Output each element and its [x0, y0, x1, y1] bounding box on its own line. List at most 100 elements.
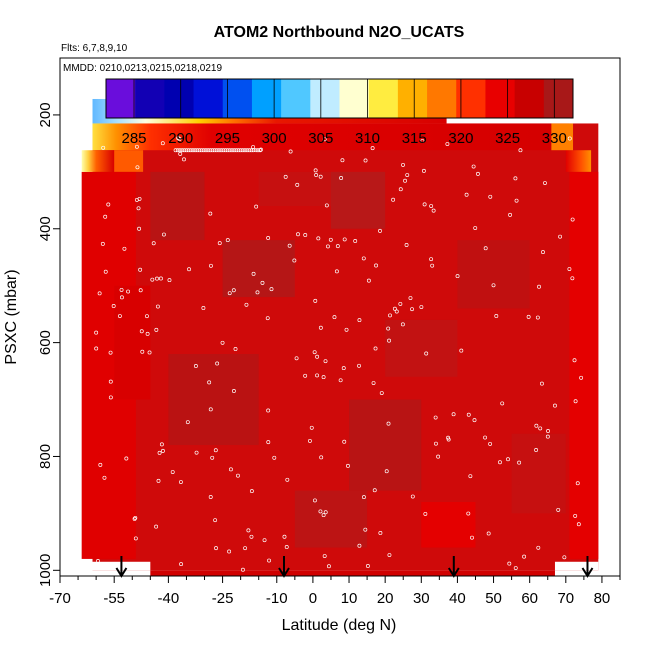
- x-tick-label: -40: [158, 590, 180, 607]
- obs-point: [312, 350, 317, 355]
- y-tick-label: 200: [37, 102, 54, 127]
- obs-point: [410, 307, 414, 312]
- colorbar-segment: [339, 79, 370, 118]
- obs-point: [227, 549, 232, 554]
- colorbar-tick-label: 325: [495, 130, 520, 147]
- obs-point: [186, 148, 191, 153]
- colorbar-tick-label: 295: [215, 130, 240, 147]
- obs-point: [94, 330, 99, 335]
- obs-point: [184, 148, 189, 153]
- obs-point: [233, 346, 238, 351]
- obs-point: [178, 480, 183, 484]
- obs-point: [421, 168, 426, 173]
- obs-point: [446, 437, 451, 442]
- obs-point: [344, 327, 349, 332]
- plot-area: [81, 98, 599, 576]
- obs-point: [491, 283, 496, 288]
- obs-point: [180, 148, 185, 153]
- obs-point: [201, 148, 206, 153]
- y-axis: 200 400 600 800 1000: [37, 102, 60, 587]
- obs-point: [266, 440, 271, 445]
- obs-point: [210, 455, 215, 460]
- obs-point: [378, 530, 383, 535]
- obs-point: [221, 148, 226, 153]
- colorbar-segment: [281, 79, 311, 118]
- obs-point: [194, 450, 199, 455]
- obs-point: [170, 470, 175, 474]
- obs-point: [575, 481, 580, 486]
- obs-point: [155, 276, 159, 281]
- obs-point: [103, 269, 108, 274]
- obs-point: [371, 381, 376, 385]
- obs-point: [212, 148, 217, 153]
- obs-point: [386, 326, 391, 331]
- obs-point: [193, 364, 198, 368]
- obs-point: [154, 327, 159, 332]
- obs-point: [342, 237, 347, 242]
- obs-point: [122, 246, 127, 251]
- x-tick-label: -10: [266, 590, 288, 607]
- obs-point: [208, 148, 213, 153]
- obs-point: [182, 148, 187, 153]
- heatmap-left-patch: [81, 150, 115, 172]
- obs-point: [433, 415, 438, 420]
- obs-point: [178, 151, 183, 156]
- obs-point: [370, 146, 375, 151]
- obs-point: [318, 509, 323, 514]
- obs-point: [318, 174, 323, 179]
- obs-point: [100, 241, 105, 246]
- obs-point: [420, 139, 425, 143]
- colorbar-segment: [397, 79, 428, 118]
- obs-point: [471, 164, 476, 169]
- obs-point: [373, 346, 378, 351]
- obs-point: [536, 545, 541, 550]
- obs-point: [394, 309, 399, 314]
- x-tick-label: 70: [557, 590, 574, 607]
- heatmap-gap: [81, 561, 151, 571]
- obs-point: [119, 287, 124, 292]
- obs-point: [579, 375, 584, 380]
- obs-point: [283, 174, 288, 179]
- obs-point: [150, 277, 155, 282]
- obs-point: [98, 462, 103, 467]
- obs-point: [410, 494, 415, 499]
- obs-point: [138, 267, 143, 272]
- obs-point: [154, 524, 159, 529]
- obs-point: [240, 148, 245, 153]
- obs-point: [363, 158, 368, 163]
- obs-point: [214, 148, 219, 153]
- heatmap-cell: [258, 171, 331, 206]
- heatmap-cell: [511, 433, 566, 514]
- obs-point: [517, 460, 522, 465]
- obs-point: [161, 232, 166, 237]
- obs-point: [217, 241, 222, 246]
- obs-point: [483, 435, 488, 440]
- obs-point: [514, 198, 519, 203]
- obs-point: [288, 149, 293, 154]
- obs-point: [357, 318, 362, 323]
- obs-point: [387, 338, 391, 343]
- obs-point: [247, 148, 252, 153]
- obs-point: [140, 349, 145, 354]
- colorbar-segment: [106, 79, 136, 118]
- obs-point: [319, 455, 324, 460]
- obs-point: [429, 204, 434, 208]
- colorbar-tick-label: 300: [262, 130, 287, 147]
- obs-point: [96, 559, 100, 563]
- obs-point: [486, 531, 491, 536]
- obs-point: [209, 263, 213, 268]
- obs-point: [188, 148, 193, 153]
- obs-point: [567, 136, 572, 141]
- obs-point: [287, 243, 292, 248]
- heatmap-cell: [294, 490, 368, 548]
- obs-point: [374, 263, 379, 268]
- obs-point: [103, 214, 108, 219]
- x-tick-label: 20: [377, 590, 394, 607]
- obs-point: [325, 244, 330, 249]
- obs-point: [387, 553, 392, 558]
- obs-point: [179, 562, 184, 567]
- obs-point: [464, 192, 469, 197]
- obs-point: [282, 534, 287, 539]
- heatmap-cell: [349, 399, 422, 491]
